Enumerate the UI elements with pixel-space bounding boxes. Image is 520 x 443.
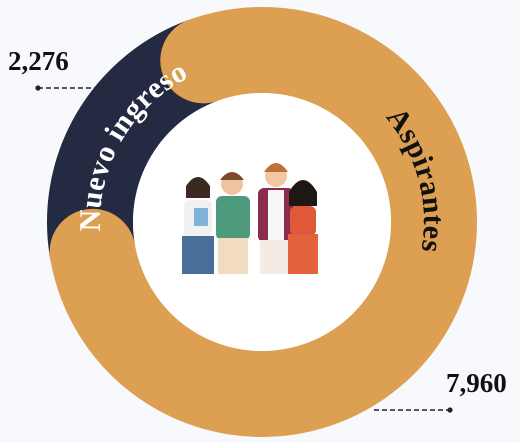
donut-segment <box>49 7 477 437</box>
leader-dot <box>35 85 41 91</box>
ring <box>47 7 477 437</box>
illustration <box>182 163 318 274</box>
value-label: 7,960 <box>446 368 507 398</box>
value-label: 2,276 <box>8 46 69 76</box>
leader-dot <box>447 407 453 413</box>
